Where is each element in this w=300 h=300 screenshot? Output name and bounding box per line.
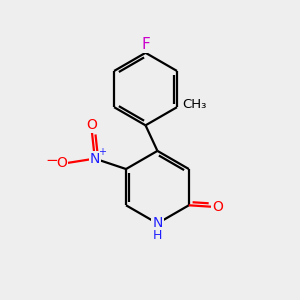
Text: F: F: [141, 37, 150, 52]
Text: N: N: [152, 216, 163, 230]
Text: O: O: [212, 200, 223, 214]
Text: O: O: [86, 118, 97, 132]
Text: CH₃: CH₃: [183, 98, 207, 111]
Text: N: N: [90, 152, 100, 166]
Text: +: +: [98, 147, 106, 157]
Text: −: −: [45, 153, 58, 168]
Text: H: H: [153, 230, 162, 242]
Text: O: O: [56, 156, 67, 170]
